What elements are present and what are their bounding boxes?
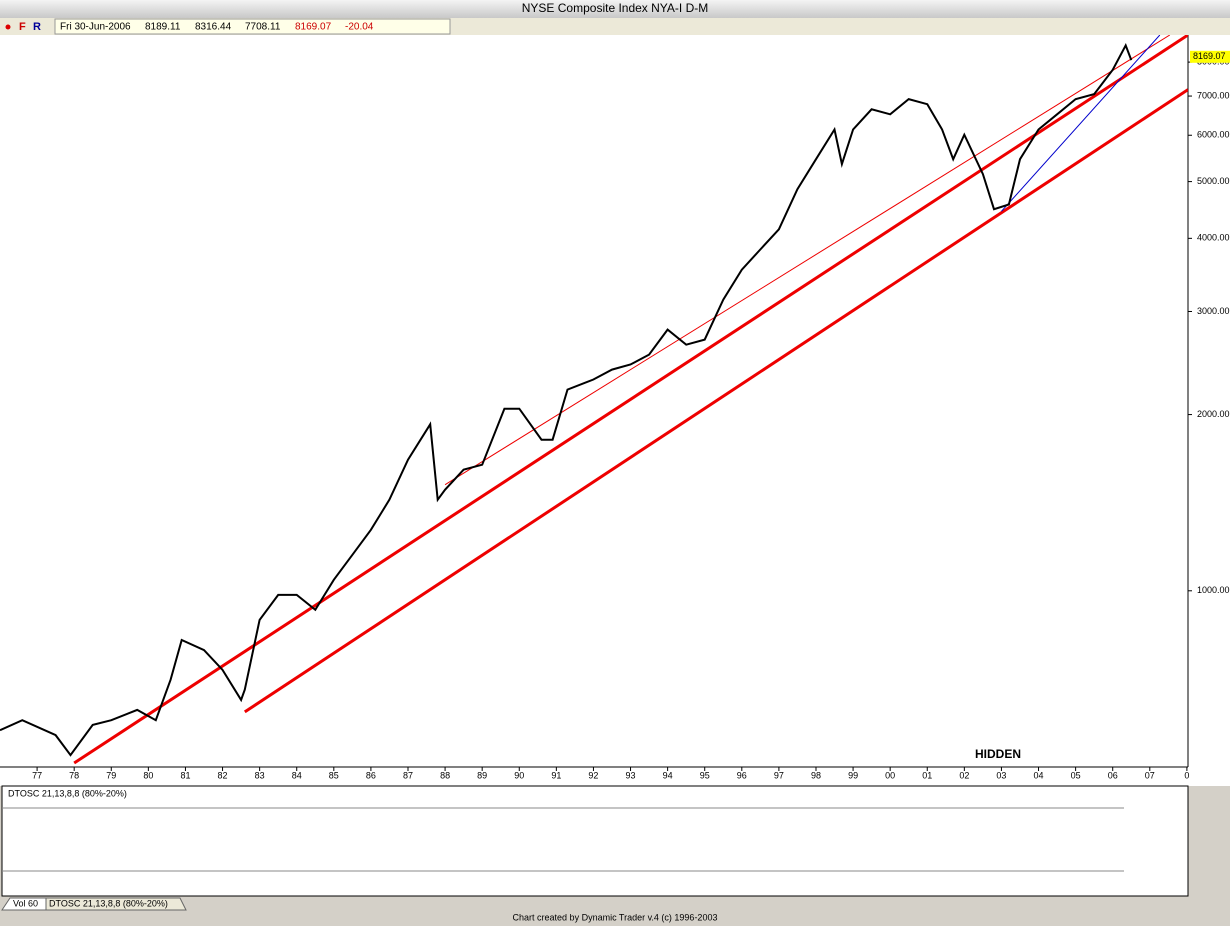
x-tick-label: 95 bbox=[700, 770, 710, 780]
x-tick-label: 92 bbox=[588, 770, 598, 780]
y-tick-label: 2000.00 bbox=[1197, 409, 1230, 419]
x-tick-label: 99 bbox=[848, 770, 858, 780]
y-tick-label: 6000.00 bbox=[1197, 130, 1230, 140]
x-tick-label: 88 bbox=[440, 770, 450, 780]
x-tick-label: 04 bbox=[1034, 770, 1044, 780]
tab-label: DTOSC 21,13,8,8 (80%-20%) bbox=[49, 898, 168, 908]
bar-close: 8169.07 bbox=[295, 22, 332, 33]
bar-open: 8189.11 bbox=[145, 22, 181, 33]
y-tick-label: 1000.00 bbox=[1197, 585, 1230, 595]
bar-date: Fri 30-Jun-2006 bbox=[60, 22, 131, 33]
x-tick-label: 87 bbox=[403, 770, 413, 780]
trendline bbox=[243, 88, 1188, 714]
title-bar bbox=[0, 0, 1230, 18]
bar-high: 8316.44 bbox=[195, 22, 232, 33]
x-tick-label: 00 bbox=[885, 770, 895, 780]
bar-low: 7708.11 bbox=[245, 22, 281, 33]
tab[interactable] bbox=[45, 897, 187, 911]
x-tick-label: 07 bbox=[1145, 770, 1155, 780]
x-tick-label: 02 bbox=[959, 770, 969, 780]
x-tick-label: 82 bbox=[218, 770, 228, 780]
x-tick-label: 83 bbox=[255, 770, 265, 780]
x-tick-label: 05 bbox=[1071, 770, 1081, 780]
toolbar-button[interactable]: F bbox=[19, 21, 26, 33]
trendline bbox=[1001, 35, 1161, 212]
info-box bbox=[54, 18, 451, 35]
series-line bbox=[0, 42, 1133, 757]
x-tick-label: 86 bbox=[366, 770, 376, 780]
x-tick-label: 79 bbox=[106, 770, 116, 780]
tab-label: Vol 60 bbox=[13, 898, 38, 908]
x-tick-label: 98 bbox=[811, 770, 821, 780]
x-tick-label: 81 bbox=[180, 770, 190, 780]
x-tick-label: 93 bbox=[626, 770, 636, 780]
x-tick-label: 78 bbox=[69, 770, 79, 780]
x-tick-label: 80 bbox=[143, 770, 153, 780]
trendline bbox=[73, 35, 1188, 765]
last-price-label: 8169.07 bbox=[1193, 51, 1226, 61]
trendline bbox=[444, 35, 1171, 486]
x-tick-label: 91 bbox=[551, 770, 561, 780]
x-tick-label: 77 bbox=[32, 770, 42, 780]
x-tick-label: 97 bbox=[774, 770, 784, 780]
toolbar-button[interactable]: R bbox=[33, 21, 41, 33]
x-tick-label: 0 bbox=[1184, 770, 1189, 780]
x-tick-label: 03 bbox=[996, 770, 1006, 780]
bar-change: -20.04 bbox=[345, 22, 374, 33]
x-tick-label: 85 bbox=[329, 770, 339, 780]
x-tick-label: 84 bbox=[292, 770, 302, 780]
x-tick-label: 06 bbox=[1108, 770, 1118, 780]
y-tick-label: 4000.00 bbox=[1197, 233, 1230, 243]
annotation: HIDDEN bbox=[975, 747, 1021, 761]
x-tick-label: 01 bbox=[922, 770, 932, 780]
x-tick-label: 89 bbox=[477, 770, 487, 780]
y-tick-label: 5000.00 bbox=[1197, 176, 1230, 186]
x-tick-label: 90 bbox=[514, 770, 524, 780]
status-dot bbox=[5, 24, 11, 30]
oscillator-title: DTOSC 21,13,8,8 (80%-20%) bbox=[8, 788, 127, 798]
y-tick-label: 7000.00 bbox=[1197, 90, 1230, 100]
y-tick-label: 3000.00 bbox=[1197, 306, 1230, 316]
x-tick-label: 94 bbox=[663, 770, 673, 780]
last-price-box bbox=[1190, 50, 1230, 63]
footer: Chart created by Dynamic Trader v.4 (c) … bbox=[513, 912, 718, 922]
oscillator-panel bbox=[1, 785, 1189, 897]
x-tick-label: 96 bbox=[737, 770, 747, 780]
window-title: NYSE Composite Index NYA-I D-M bbox=[522, 1, 709, 15]
